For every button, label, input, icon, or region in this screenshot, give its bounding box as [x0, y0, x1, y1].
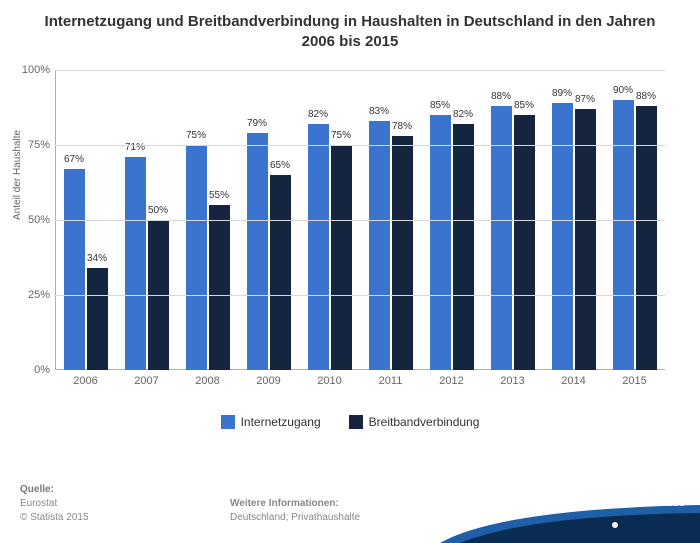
x-tick-label: 2010	[317, 375, 341, 387]
chart-area: 67%34%71%50%75%55%79%65%82%75%83%78%85%8…	[55, 70, 665, 400]
bar: 83%	[369, 121, 390, 370]
x-tick-label: 2009	[256, 375, 280, 387]
gridline	[55, 295, 665, 296]
bar: 85%	[430, 115, 451, 370]
bar-value-label: 75%	[331, 130, 351, 141]
footer-source: Quelle: Eurostat© Statista 2015	[20, 483, 89, 525]
legend-item: Internetzugang	[221, 415, 321, 429]
brand-dot-icon	[612, 522, 618, 528]
bar: 75%	[186, 145, 207, 370]
bar-value-label: 88%	[636, 91, 656, 102]
bar-value-label: 71%	[125, 142, 145, 153]
plot-region: 67%34%71%50%75%55%79%65%82%75%83%78%85%8…	[55, 70, 665, 370]
y-tick-label: 50%	[20, 214, 50, 226]
x-tick-label: 2015	[622, 375, 646, 387]
source-label: Quelle:	[20, 484, 54, 495]
bar-value-label: 78%	[392, 121, 412, 132]
bar: 71%	[125, 157, 146, 370]
bar-value-label: 34%	[87, 253, 107, 264]
gridline	[55, 70, 665, 71]
bar-value-label: 79%	[247, 118, 267, 129]
bar-value-label: 50%	[148, 205, 168, 216]
bar: 65%	[270, 175, 291, 370]
brand-text: statista	[610, 489, 684, 535]
source-lines: Eurostat© Statista 2015	[20, 498, 89, 523]
chart-container: Internetzugang und Breitbandverbindung i…	[0, 0, 700, 543]
legend-swatch	[349, 415, 363, 429]
bar: 85%	[514, 115, 535, 370]
x-tick-label: 2006	[73, 375, 97, 387]
gridline	[55, 220, 665, 221]
bar-value-label: 65%	[270, 160, 290, 171]
bar-value-label: 88%	[491, 91, 511, 102]
y-tick-label: 75%	[20, 139, 50, 151]
bar: 87%	[575, 109, 596, 370]
x-tick-label: 2013	[500, 375, 524, 387]
bar-value-label: 82%	[453, 109, 473, 120]
bar: 89%	[552, 103, 573, 370]
x-tick-label: 2008	[195, 375, 219, 387]
bar: 75%	[331, 145, 352, 370]
bar: 78%	[392, 136, 413, 370]
bar-value-label: 82%	[308, 109, 328, 120]
bar-value-label: 55%	[209, 190, 229, 201]
bar-value-label: 87%	[575, 94, 595, 105]
y-tick-label: 100%	[20, 64, 50, 76]
legend-swatch	[221, 415, 235, 429]
gridline	[55, 145, 665, 146]
legend-item: Breitbandverbindung	[349, 415, 480, 429]
info-label: Weitere Informationen:	[230, 498, 339, 509]
bar: 82%	[453, 124, 474, 370]
y-tick-label: 25%	[20, 289, 50, 301]
legend-label: Internetzugang	[241, 415, 321, 429]
bar-value-label: 89%	[552, 88, 572, 99]
bar-value-label: 85%	[430, 100, 450, 111]
footer-info: Weitere Informationen: Deutschland; Priv…	[230, 497, 360, 525]
x-tick-label: 2014	[561, 375, 585, 387]
y-tick-label: 0%	[20, 364, 50, 376]
bar-value-label: 75%	[186, 130, 206, 141]
x-tick-label: 2012	[439, 375, 463, 387]
x-tick-label: 2011	[379, 375, 403, 387]
bar: 67%	[64, 169, 85, 370]
legend: Internetzugang Breitbandverbindung	[0, 415, 700, 432]
bar: 82%	[308, 124, 329, 370]
bar-value-label: 67%	[64, 154, 84, 165]
info-lines: Deutschland; Privathaushalte	[230, 512, 360, 523]
x-tick-label: 2007	[134, 375, 158, 387]
bar-value-label: 90%	[613, 85, 633, 96]
chart-title: Internetzugang und Breitbandverbindung i…	[0, 0, 700, 61]
bar: 79%	[247, 133, 268, 370]
bar: 90%	[613, 100, 634, 370]
bar-value-label: 85%	[514, 100, 534, 111]
bar: 34%	[87, 268, 108, 370]
bar: 55%	[209, 205, 230, 370]
bar-value-label: 83%	[369, 106, 389, 117]
legend-label: Breitbandverbindung	[369, 415, 480, 429]
